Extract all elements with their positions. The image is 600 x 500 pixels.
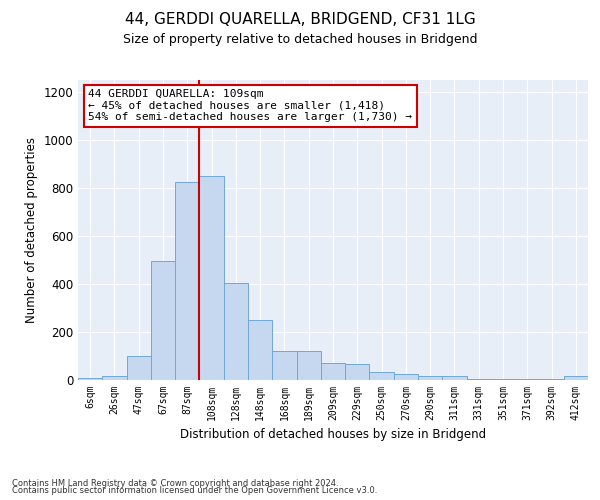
Text: Contains public sector information licensed under the Open Government Licence v3: Contains public sector information licen… — [12, 486, 377, 495]
Bar — [78, 378, 102, 380]
Bar — [296, 351, 321, 380]
Y-axis label: Number of detached properties: Number of detached properties — [25, 137, 38, 323]
Bar — [539, 379, 564, 380]
Bar — [491, 379, 515, 380]
Bar — [175, 182, 199, 380]
Bar — [321, 363, 345, 380]
Bar — [394, 374, 418, 380]
Bar — [564, 376, 588, 380]
Bar — [442, 376, 467, 380]
X-axis label: Distribution of detached houses by size in Bridgend: Distribution of detached houses by size … — [180, 428, 486, 442]
Text: Contains HM Land Registry data © Crown copyright and database right 2024.: Contains HM Land Registry data © Crown c… — [12, 478, 338, 488]
Text: 44, GERDDI QUARELLA, BRIDGEND, CF31 1LG: 44, GERDDI QUARELLA, BRIDGEND, CF31 1LG — [125, 12, 475, 28]
Bar — [199, 176, 224, 380]
Text: Size of property relative to detached houses in Bridgend: Size of property relative to detached ho… — [123, 32, 477, 46]
Bar — [418, 376, 442, 380]
Bar — [127, 356, 151, 380]
Bar — [151, 261, 175, 380]
Text: 44 GERDDI QUARELLA: 109sqm
← 45% of detached houses are smaller (1,418)
54% of s: 44 GERDDI QUARELLA: 109sqm ← 45% of deta… — [88, 89, 412, 122]
Bar — [272, 351, 296, 380]
Bar — [467, 379, 491, 380]
Bar — [345, 364, 370, 380]
Bar — [515, 379, 539, 380]
Bar — [248, 320, 272, 380]
Bar — [224, 283, 248, 380]
Bar — [370, 372, 394, 380]
Bar — [102, 376, 127, 380]
